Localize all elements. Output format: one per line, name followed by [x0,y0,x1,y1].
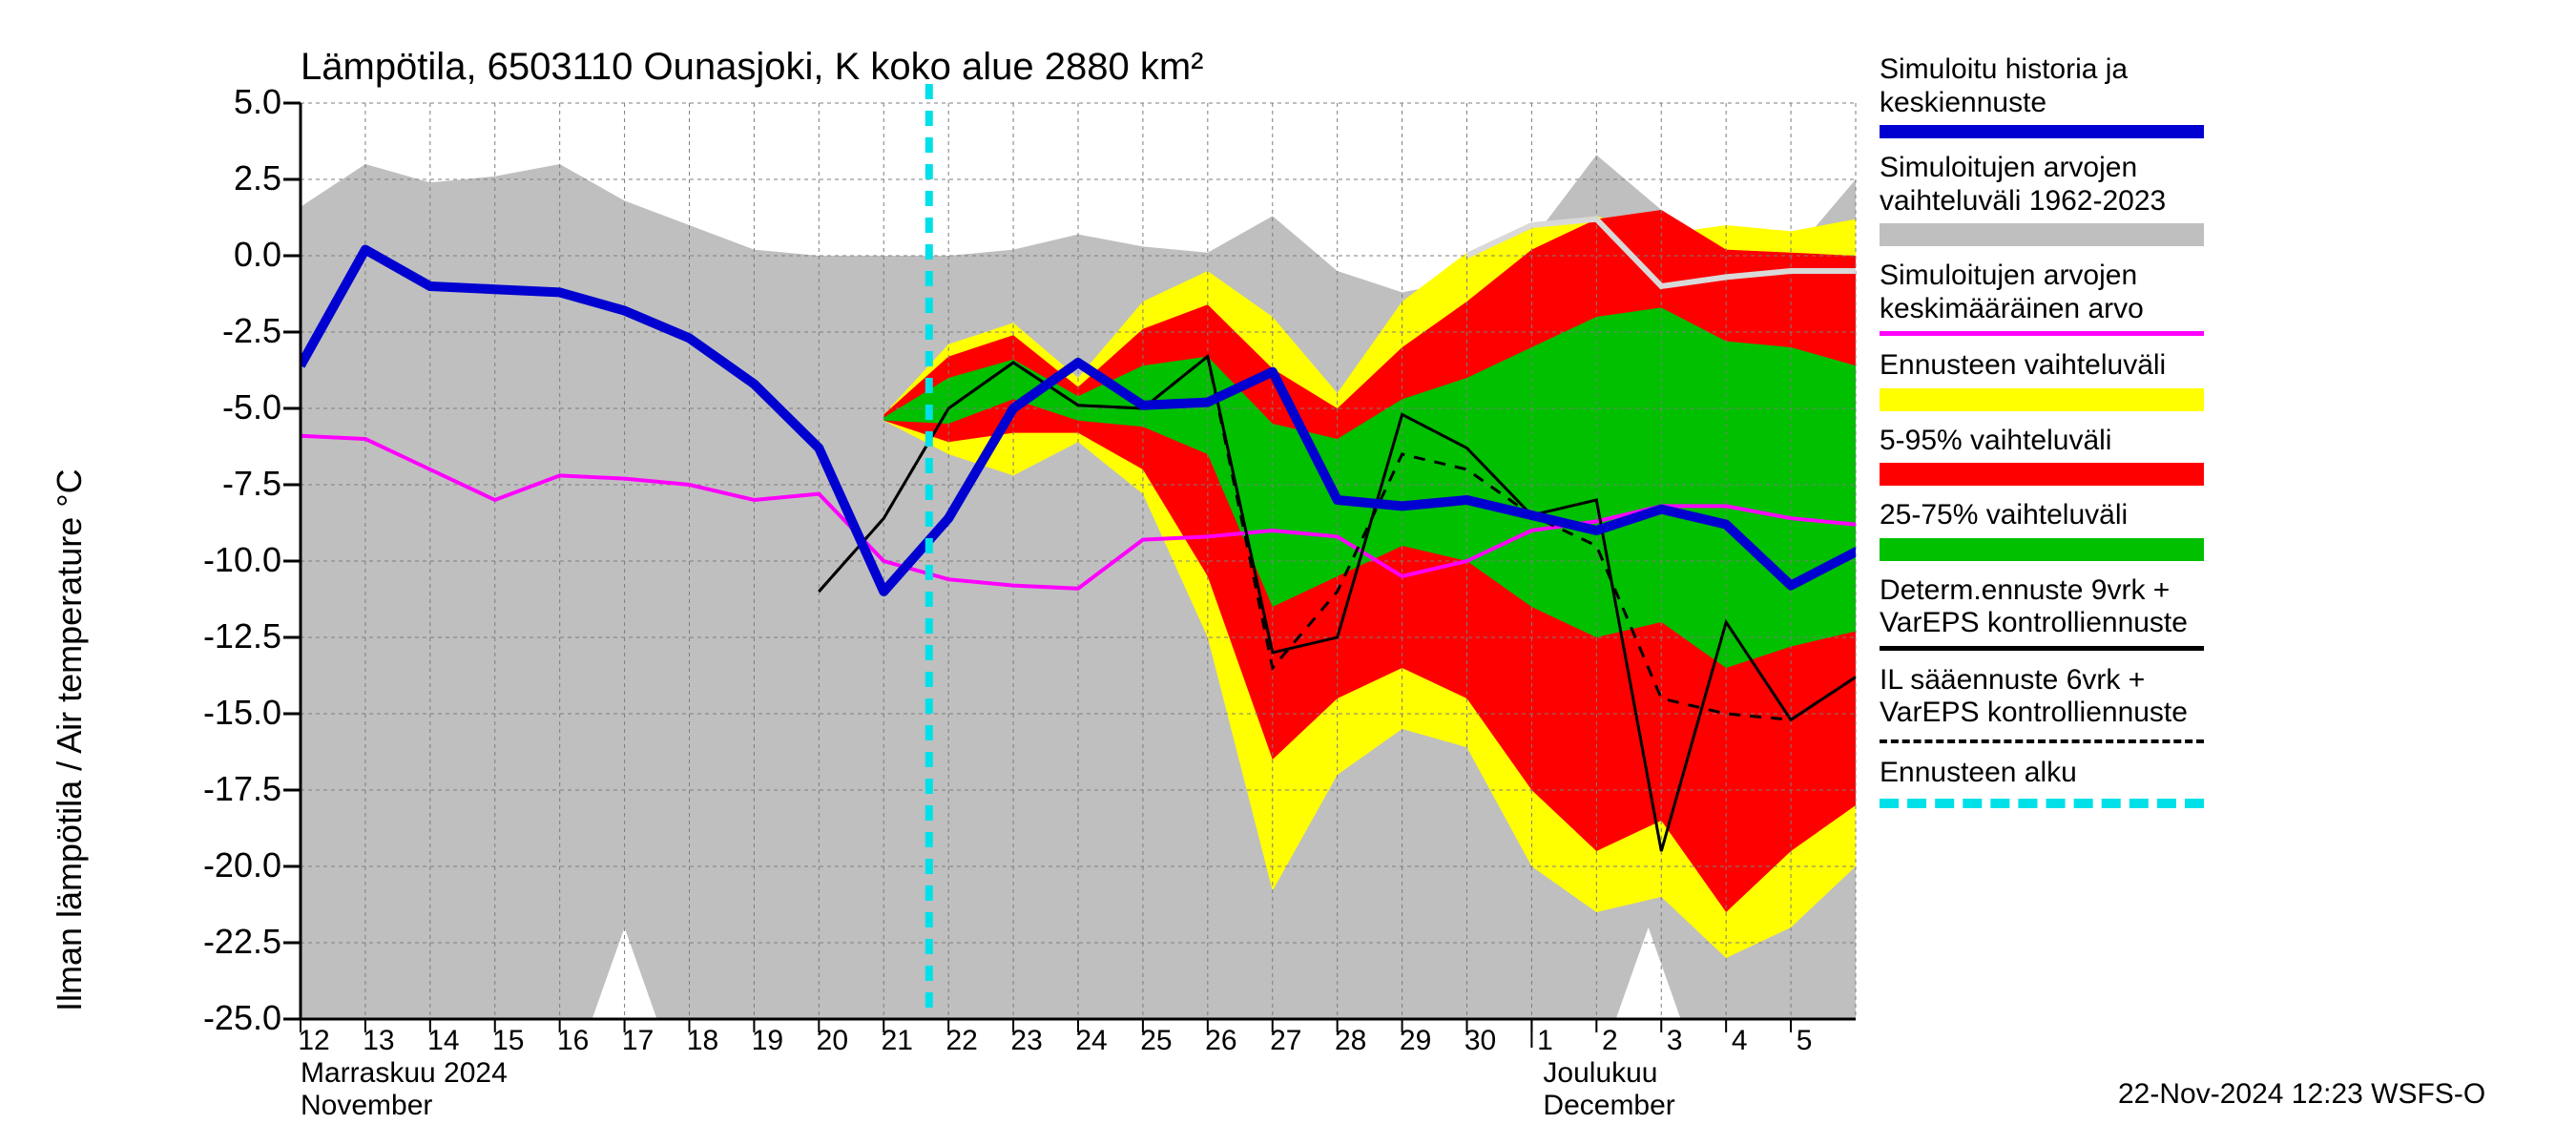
legend-text: 25-75% vaihteluväli [1880,499,2223,532]
legend-text: Ennusteen alku [1880,757,2223,790]
legend-text: keskiennuste [1880,87,2223,120]
month2-line2: December [1543,1090,1674,1122]
legend-text: VarEPS kontrolliennuste [1880,697,2223,730]
legend-item: Simuloitu historia jakeskiennuste [1880,53,2223,138]
legend-text: VarEPS kontrolliennuste [1880,607,2223,640]
legend-item: 5-95% vaihteluväli [1880,425,2223,487]
legend-swatch [1880,463,2204,486]
y-tick-label: -20.0 [167,845,281,885]
legend-item: IL sääennuste 6vrk + VarEPS kontrollienn… [1880,664,2223,743]
x-tick-label: 30 [1465,1025,1496,1057]
x-tick-label: 14 [427,1025,459,1057]
y-tick-label: 5.0 [167,82,281,122]
legend-swatch [1880,388,2204,411]
x-tick-label: 18 [687,1025,718,1057]
x-tick-label: 5 [1797,1025,1813,1057]
chart-container: Lämpötila, 6503110 Ounasjoki, K koko alu… [0,0,2576,1145]
legend-text: IL sääennuste 6vrk + [1880,664,2223,697]
legend-swatch [1880,646,2204,651]
legend: Simuloitu historia jakeskiennusteSimuloi… [1880,53,2223,822]
x-tick-label: 1 [1537,1025,1553,1057]
y-tick-label: -7.5 [167,464,281,504]
x-tick-label: 19 [752,1025,783,1057]
legend-item: Simuloitujen arvojenkeskimääräinen arvo [1880,260,2223,336]
x-tick-label: 27 [1270,1025,1301,1057]
legend-text: vaihteluväli 1962-2023 [1880,185,2223,219]
y-tick-label: -15.0 [167,693,281,733]
x-tick-label: 17 [622,1025,654,1057]
y-tick-label: -12.5 [167,616,281,656]
x-tick-label: 13 [363,1025,394,1057]
month1-label: Marraskuu 2024 November [301,1057,508,1122]
month1-line2: November [301,1090,508,1122]
y-tick-label: -22.5 [167,922,281,962]
x-tick-label: 29 [1400,1025,1431,1057]
x-tick-label: 21 [882,1025,913,1057]
y-tick-label: 2.5 [167,158,281,198]
y-tick-label: -10.0 [167,540,281,580]
x-tick-label: 15 [492,1025,524,1057]
x-tick-label: 16 [557,1025,589,1057]
legend-item: 25-75% vaihteluväli [1880,499,2223,561]
legend-swatch [1880,799,2204,808]
legend-text: 5-95% vaihteluväli [1880,425,2223,458]
legend-text: Simuloitu historia ja [1880,53,2223,87]
legend-swatch [1880,223,2204,246]
x-tick-label: 2 [1602,1025,1618,1057]
y-tick-label: -5.0 [167,387,281,427]
legend-item: Ennusteen vaihteluväli [1880,349,2223,411]
legend-item: Ennusteen alku [1880,757,2223,809]
legend-text: Simuloitujen arvojen [1880,152,2223,185]
legend-item: Simuloitujen arvojenvaihteluväli 1962-20… [1880,152,2223,246]
legend-text: keskimääräinen arvo [1880,293,2223,326]
x-tick-label: 20 [817,1025,848,1057]
x-tick-label: 4 [1732,1025,1748,1057]
month2-line1: Joulukuu [1543,1057,1674,1090]
x-tick-label: 22 [945,1025,977,1057]
legend-text: Determ.ennuste 9vrk + [1880,574,2223,608]
y-tick-label: -25.0 [167,998,281,1038]
y-tick-label: -2.5 [167,311,281,351]
x-tick-label: 26 [1205,1025,1236,1057]
legend-swatch [1880,331,2204,336]
x-tick-label: 28 [1335,1025,1366,1057]
chart-title: Lämpötila, 6503110 Ounasjoki, K koko alu… [301,46,1204,89]
y-axis-title: Ilman lämpötila / Air temperature °C [50,468,90,1011]
x-tick-label: 24 [1075,1025,1107,1057]
y-tick-label: 0.0 [167,235,281,275]
legend-item: Determ.ennuste 9vrk +VarEPS kontrollienn… [1880,574,2223,651]
x-tick-label: 25 [1140,1025,1172,1057]
month2-label: Joulukuu December [1543,1057,1674,1122]
legend-swatch [1880,125,2204,138]
month1-line1: Marraskuu 2024 [301,1057,508,1090]
legend-text: Simuloitujen arvojen [1880,260,2223,293]
legend-text: Ennusteen vaihteluväli [1880,349,2223,383]
x-tick-label: 23 [1010,1025,1042,1057]
x-tick-label: 3 [1667,1025,1683,1057]
footer-timestamp: 22-Nov-2024 12:23 WSFS-O [2118,1078,2485,1111]
legend-swatch [1880,739,2204,743]
legend-swatch [1880,538,2204,561]
y-tick-label: -17.5 [167,769,281,809]
x-tick-label: 12 [298,1025,329,1057]
